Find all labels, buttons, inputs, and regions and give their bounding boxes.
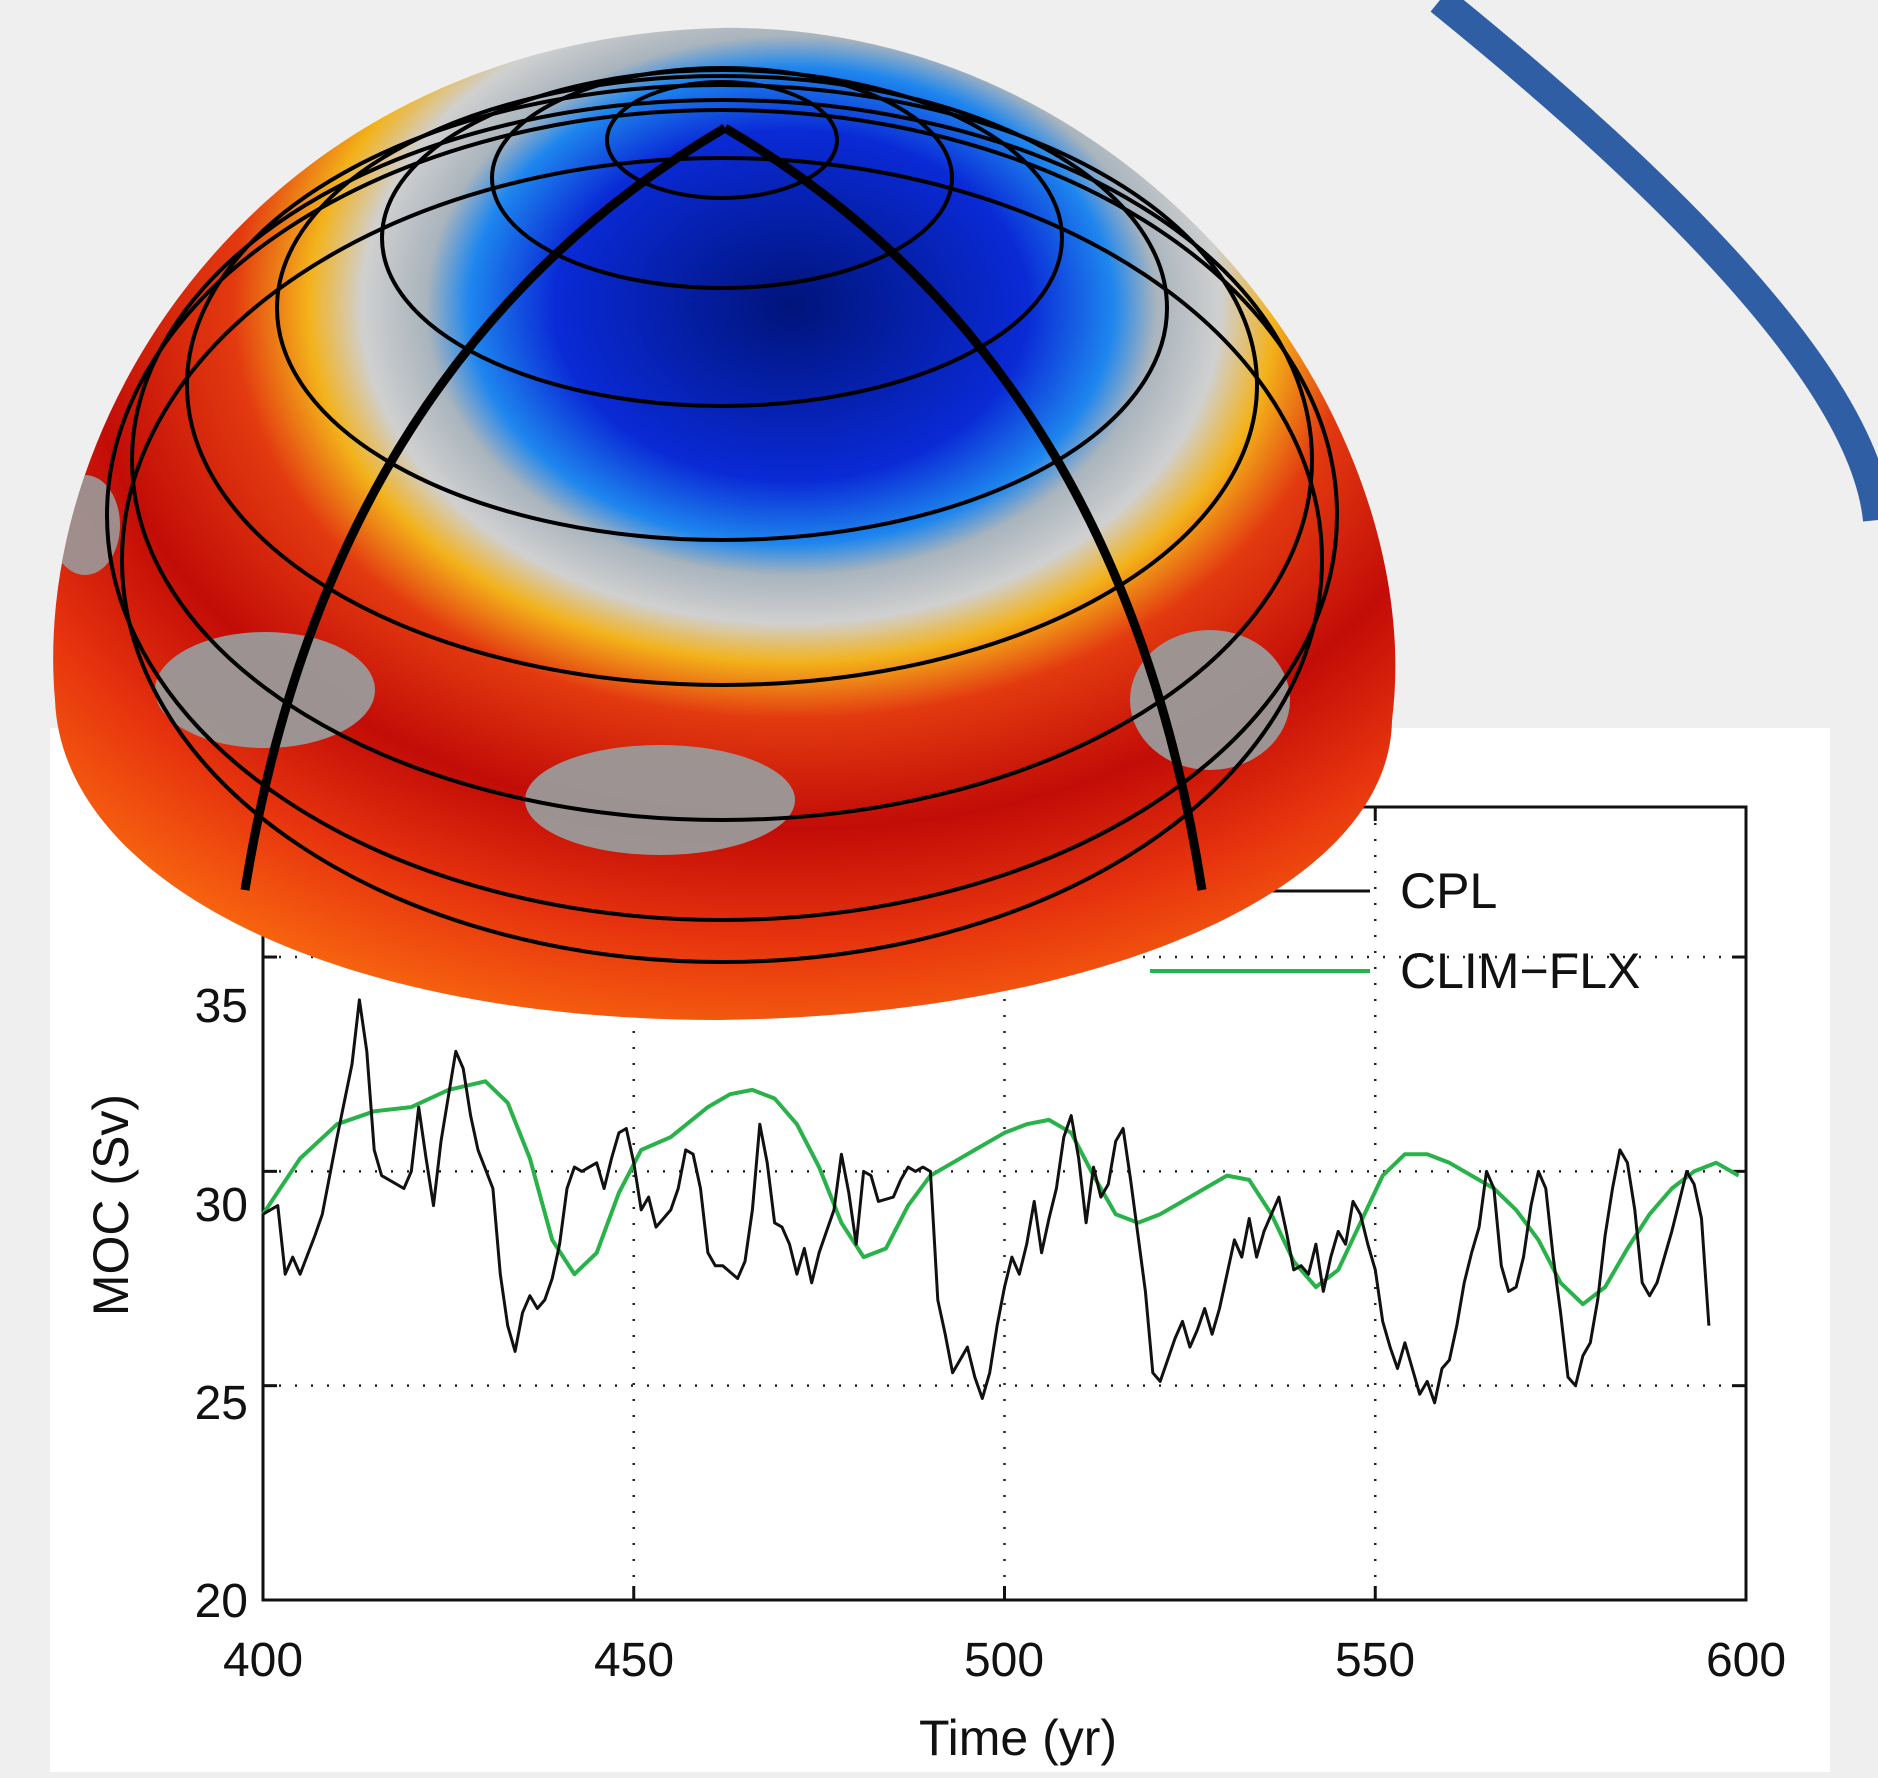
latitude-ring bbox=[185, 83, 1259, 687]
gray-patch bbox=[525, 745, 795, 855]
y-tick-label: 35 bbox=[195, 980, 248, 1033]
legend-label-clim-flx: CLIM−FLX bbox=[1400, 943, 1640, 999]
legend-label-cpl: CPL bbox=[1400, 863, 1497, 919]
latitude-ring bbox=[130, 98, 1314, 822]
meridians bbox=[240, 124, 1207, 891]
x-tick-label: 550 bbox=[1335, 1634, 1415, 1687]
x-tick-labels: 400 450 500 550 600 bbox=[223, 1634, 1786, 1687]
x-tick-label: 400 bbox=[223, 1634, 303, 1687]
latitude-ring bbox=[120, 156, 1324, 964]
latitude-rings bbox=[105, 66, 1339, 964]
gray-patch bbox=[1130, 630, 1290, 770]
latitude-ring bbox=[380, 68, 1064, 408]
y-tick-labels: 20 25 30 35 bbox=[195, 980, 248, 1628]
x-tick-label: 600 bbox=[1706, 1634, 1786, 1687]
latitude-ring bbox=[275, 74, 1169, 542]
x-tick-label: 500 bbox=[964, 1634, 1044, 1687]
series-line-cpl bbox=[262, 998, 1711, 1405]
latitude-ring bbox=[605, 80, 839, 200]
meridian-line bbox=[722, 124, 1207, 891]
y-tick-label: 30 bbox=[195, 1179, 248, 1232]
meridian-line bbox=[240, 124, 728, 891]
y-tick-label: 20 bbox=[195, 1575, 248, 1628]
globe-cap-illustration bbox=[53, 27, 1396, 1020]
decorative-arc bbox=[1430, 0, 1878, 522]
x-axis-label: Time (yr) bbox=[919, 1710, 1117, 1766]
series-line-clim-flx bbox=[261, 1079, 1740, 1307]
x-tick-label: 450 bbox=[594, 1634, 674, 1687]
y-axis-label: MOC (Sv) bbox=[83, 1094, 139, 1316]
legend: CPL CLIM−FLX bbox=[1150, 863, 1640, 999]
latitude-ring bbox=[105, 108, 1339, 922]
y-tick-label: 25 bbox=[195, 1377, 248, 1430]
